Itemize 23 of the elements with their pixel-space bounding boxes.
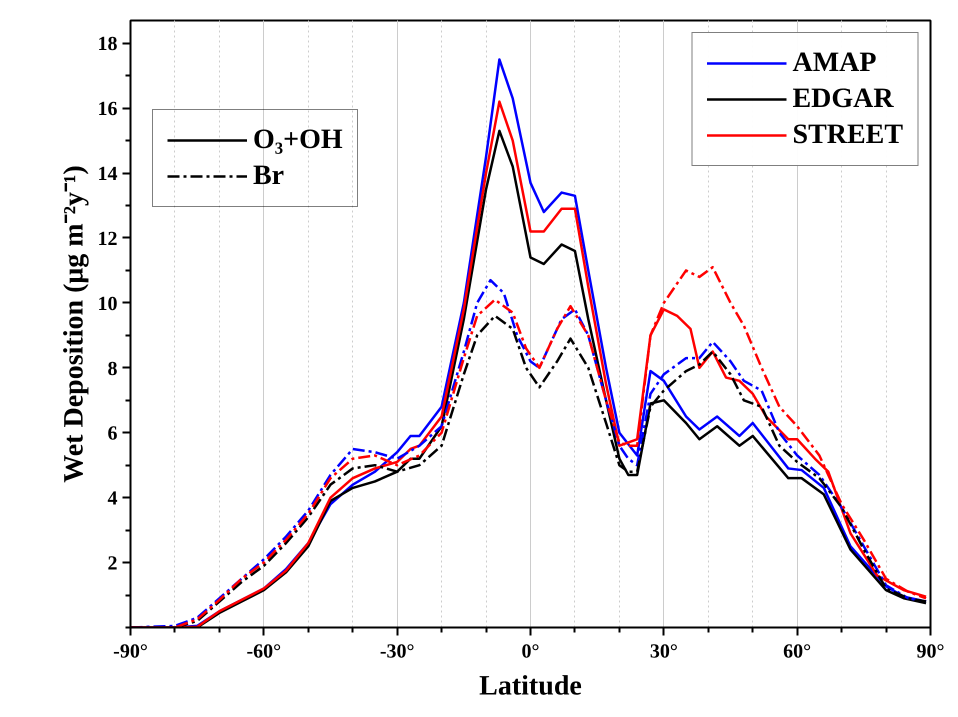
y-tick-label: 2 (108, 552, 118, 575)
annotation: O₃+OH (253, 124, 343, 156)
x-tick-label: -30° (380, 640, 415, 662)
x-tick-label: 30° (650, 640, 678, 662)
annotation: Br (253, 160, 284, 192)
x-tick-label: 60° (783, 640, 812, 662)
legend-label: STREET (792, 119, 903, 151)
legend-label: EDGAR (792, 83, 894, 115)
y-tick-label: 4 (108, 488, 118, 510)
x-tick-label: -90° (113, 640, 148, 662)
y-tick-label: 18 (98, 33, 118, 56)
x-tick-label: 90° (916, 640, 944, 662)
y-tick-label: 10 (98, 292, 118, 315)
x-tick-label: 0° (522, 640, 540, 662)
y-tick-label: 6 (108, 422, 118, 445)
x-axis-title: Latitude (479, 670, 582, 702)
x-tick-label: -60° (246, 640, 282, 662)
y-tick-label: 16 (98, 98, 118, 120)
y-tick-label: 14 (98, 163, 118, 186)
legend-label: AMAP (792, 47, 876, 79)
y-axis-title: Wet Deposition (μg m⁻²y⁻¹) (58, 165, 90, 483)
y-tick-label: 12 (98, 228, 118, 250)
y-tick-label: 8 (108, 358, 118, 380)
